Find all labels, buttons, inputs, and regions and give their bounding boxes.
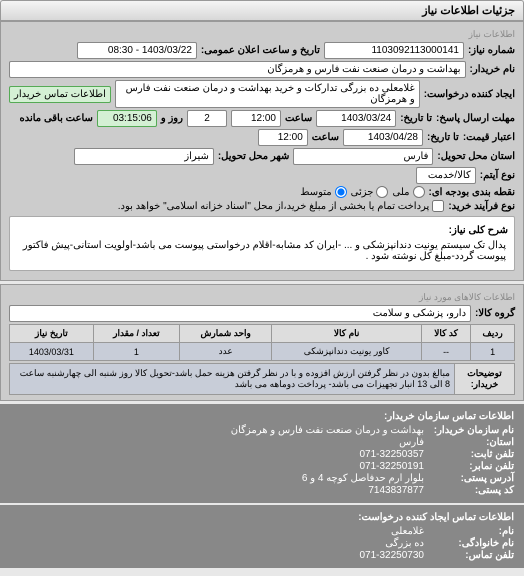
address-label: آدرس پستی: [424,473,514,484]
phone-value: 071-32250357 [359,449,424,460]
purchase-note-wrapper: پرداخت تمام یا بخشی از مبلغ خرید،از محل … [118,200,445,212]
option-domestic-label: ملی [392,187,409,198]
province-label: استان محل تحویل: [437,151,515,162]
budget-label: نقطه بندی بودجه ای: [429,187,516,198]
option-partial-radio[interactable] [376,186,388,198]
creator-name-value: غلامعلی [391,526,424,537]
table-header: واحد شمارش [179,325,271,343]
org-label: نام سازمان خریدار: [424,425,514,436]
goods-info-section: اطلاعات کالاهای مورد نیاز گروه کالا: دار… [0,284,524,401]
fax-value: 071-32250191 [359,461,424,472]
buyer-label: نام خریدار: [470,64,515,75]
creator-name-label: نام: [424,526,514,537]
description-label: شرح کلی نیاز: [449,225,508,236]
option-partial-wrapper: جزئی [351,186,389,198]
announce-date-label: تاریخ و ساعت اعلان عمومی: [201,45,320,56]
contact-buyer-section: اطلاعات تماس سازمان خریدار: نام سازمان خ… [0,404,524,503]
table-cell: عدد [179,343,271,361]
contact-buyer-title: اطلاعات تماس سازمان خریدار: [384,411,514,422]
option-domestic-wrapper: ملی [392,186,424,198]
creator-label: ایجاد کننده درخواست: [424,89,515,100]
address-value: بلوار ارم حدفاصل کوچه 4 و 6 [302,473,424,484]
table-cell: 1 [471,343,515,361]
need-info-section: اطلاعات نیاز شماره نیاز: 110309211300014… [0,21,524,281]
table-header: تاریخ نیاز [10,325,94,343]
validity-time-field: 12:00 [258,129,308,146]
table-header: تعداد / مقدار [93,325,179,343]
phone-label: تلفن ثابت: [424,449,514,460]
table-header: نام کالا [272,325,421,343]
option-medium-radio[interactable] [335,186,347,198]
table-header: کد کالا [421,325,470,343]
deadline-label: مهلت ارسال پاسخ: [436,113,515,124]
purchase-type-label: نوع فرآیند خرید: [448,201,515,212]
remaining-time-field: 03:15:06 [97,110,157,127]
option-medium-wrapper: متوسط [300,186,346,198]
city-label: شهر محل تحویل: [218,151,290,162]
deadline-to-label: تا تاریخ: [400,113,432,124]
description-box: شرح کلی نیاز: پدال تک سیستم یونیت دندانپ… [9,216,515,271]
table-row: توضیحات خریدار: مبالغ بدون در نظر گرفتن … [10,364,515,395]
table-cell: -- [421,343,470,361]
remaining-label: ساعت باقی مانده [19,113,92,124]
purchase-note-text: پرداخت تمام یا بخشی از مبلغ خرید،از محل … [118,201,430,212]
table-cell: 1403/03/31 [10,343,94,361]
days-field: 2 [187,110,227,127]
purchase-checkbox[interactable] [432,200,444,212]
buyer-note-text: مبالغ بدون در نظر گرفتن ارزش افزوده و با… [10,364,455,395]
group-label: گروه کالا: [475,308,515,319]
option-domestic-radio[interactable] [413,186,425,198]
postal-value: 7143837877 [368,485,424,496]
validity-to-label: تا تاریخ: [427,132,459,143]
creator-surname-value: ده بزرگی [385,538,424,549]
creator-surname-label: نام خانوادگی: [424,538,514,549]
description-text: پدال تک سیستم یونیت دندانپزشکی و ... -ای… [16,238,508,264]
request-number-label: شماره نیاز: [468,45,515,56]
postal-label: کد پستی: [424,485,514,496]
table-cell: کاور یونیت دندانپزشکی [272,343,421,361]
deadline-time-field: 12:00 [231,110,281,127]
buyer-note-label: توضیحات خریدار: [455,364,515,395]
province-field: فارس [293,148,433,165]
deadline-time-label: ساعت [285,113,312,124]
table-header-row: ردیف کد کالا نام کالا واحد شمارش تعداد /… [10,325,515,343]
page-header: جزئیات اطلاعات نیاز [0,0,524,21]
validity-date-field: 1403/04/28 [343,129,423,146]
table-header: ردیف [471,325,515,343]
page-title: جزئیات اطلاعات نیاز [422,5,515,17]
item-type-label: نوع آیتم: [480,170,515,181]
validity-time-label: ساعت [312,132,339,143]
deadline-date-field: 1403/03/24 [316,110,396,127]
creator-phone-value: 071-32250730 [359,550,424,561]
fax-label: تلفن نمابر: [424,461,514,472]
group-field: دارو، پزشکی و سلامت [9,305,471,322]
contact-creator-title: اطلاعات تماس ایجاد کننده درخواست: [358,512,514,523]
creator-phone-label: تلفن تماس: [424,550,514,561]
city-field: شیراز [74,148,214,165]
option-medium-label: متوسط [300,187,331,198]
validity-label: اعتبار قیمت: [463,132,515,143]
item-type-field: کالا/خدمت [416,167,476,184]
announce-date-field: 1403/03/22 - 08:30 [77,42,197,59]
days-label: روز و [161,113,183,124]
org-value: بهداشت و درمان صنعت نفت فارس و هرمزگان [231,425,424,436]
buyer-note-table: توضیحات خریدار: مبالغ بدون در نظر گرفتن … [9,363,515,395]
goods-table: ردیف کد کالا نام کالا واحد شمارش تعداد /… [9,324,515,361]
creator-field: غلامعلی ده بزرگی تدارکات و خرید بهداشت و… [115,80,420,108]
contact-province-label: استان: [424,437,514,448]
contact-province-value: فارس [399,437,424,448]
contact-creator-section: اطلاعات تماس ایجاد کننده درخواست: نام: غ… [0,505,524,568]
buyer-contact-button[interactable]: اطلاعات تماس خریدار [9,86,111,103]
buyer-field: بهداشت و درمان صنعت نفت فارس و هرمزگان [9,61,466,78]
option-partial-label: جزئی [351,187,374,198]
section-title: اطلاعات نیاز [469,29,515,40]
table-row: 1 -- کاور یونیت دندانپزشکی عدد 1 1403/03… [10,343,515,361]
request-number-field: 1103092113000141 [324,42,464,59]
goods-section-title: اطلاعات کالاهای مورد نیاز [419,292,515,303]
table-cell: 1 [93,343,179,361]
